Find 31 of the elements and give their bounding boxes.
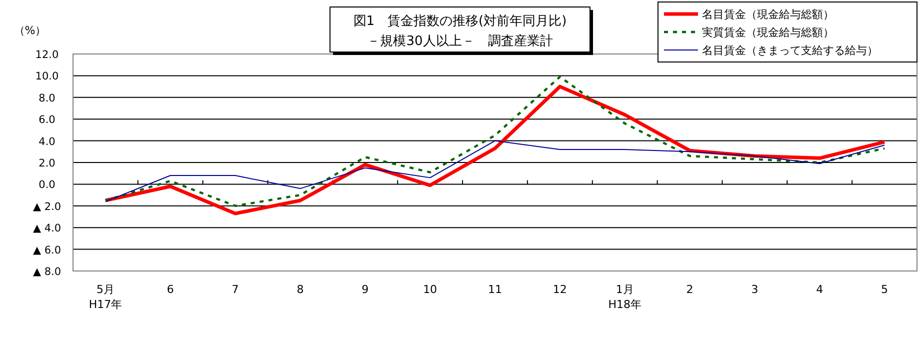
y-tick-label: 12.0 xyxy=(35,49,59,61)
y-tick-label: 4.0 xyxy=(38,136,56,148)
x-tick-label: 2 xyxy=(686,283,694,296)
y-axis-title: （%） xyxy=(14,24,46,37)
x-tick-label: 4 xyxy=(816,283,824,296)
legend-label: 名目賃金（きまって支給する給与） xyxy=(702,44,878,57)
y-tick-label: 2.0 xyxy=(38,158,56,170)
x-tick-label: 8 xyxy=(296,283,304,296)
x-tick-label: 5月 H17年 xyxy=(88,283,122,311)
y-tick-label: ▲ 8.0 xyxy=(32,266,62,278)
x-tick-label: 5 xyxy=(881,283,888,296)
x-tick-label: 6 xyxy=(166,283,174,296)
x-tick-label: 9 xyxy=(362,283,369,296)
line-series xyxy=(104,140,886,202)
x-tick-label: 12 xyxy=(552,283,567,296)
x-tick-label: 1月 H18年 xyxy=(608,283,642,311)
x-tick-label: 11 xyxy=(488,283,502,296)
legend-label: 実質賃金（現金給与総額） xyxy=(702,26,834,39)
y-tick-label: 6.0 xyxy=(38,114,56,126)
chart-subtitle: －規模30人以上－ 調査産業計 xyxy=(367,33,553,49)
x-tick-label: 10 xyxy=(423,283,438,296)
legend-label: 名目賃金（現金給与総額） xyxy=(702,8,834,21)
y-tick-label: ▲ 6.0 xyxy=(32,244,62,256)
y-tick-label: 8.0 xyxy=(38,92,56,104)
x-tick-label: 3 xyxy=(751,283,758,296)
y-tick-label: ▲ 4.0 xyxy=(32,222,62,235)
chart-title: 図1 賃金指数の推移(対前年同月比) xyxy=(353,13,567,29)
y-tick-label: ▲ 2.0 xyxy=(32,200,62,213)
y-tick-label: 10.0 xyxy=(35,70,59,83)
y-tick-label: 0.0 xyxy=(38,179,56,192)
x-tick-label: 7 xyxy=(232,283,239,296)
